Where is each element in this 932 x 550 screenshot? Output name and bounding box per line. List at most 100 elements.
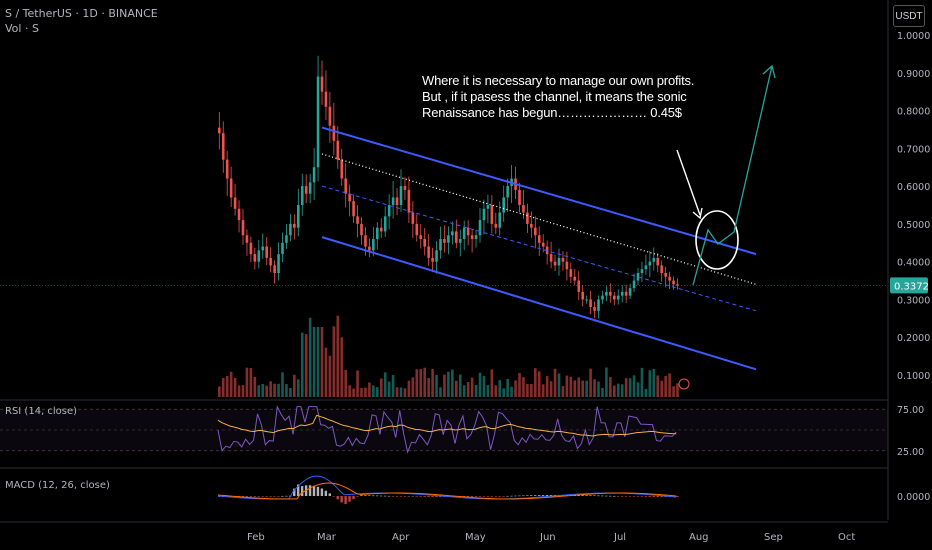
- volume-bar: [632, 375, 636, 397]
- macd-histogram-bar: [632, 496, 636, 497]
- volume-bar: [265, 385, 268, 397]
- rsi-line: [217, 404, 677, 454]
- candle-body: [348, 193, 351, 202]
- time-tick-label: Aug: [689, 532, 709, 543]
- candle-body: [407, 189, 411, 213]
- volume-bar: [613, 385, 616, 397]
- volume-bar: [340, 337, 344, 397]
- volume-bar: [644, 388, 648, 397]
- macd-histogram-bar: [328, 493, 331, 496]
- macd-histogram-bar: [466, 496, 470, 497]
- currency-button[interactable]: USDT: [893, 5, 925, 27]
- macd-histogram-bar: [526, 495, 529, 497]
- rsi-ma-line: [217, 414, 677, 437]
- macd-histogram-bar: [273, 496, 276, 497]
- volume-bar: [387, 381, 391, 397]
- candle-body: [534, 227, 537, 236]
- target-arrowhead: [762, 64, 776, 79]
- macd-histogram-bar: [411, 496, 414, 497]
- candle-body: [241, 220, 245, 236]
- macd-histogram-bar: [376, 495, 379, 497]
- candle-body: [336, 140, 340, 160]
- time-tick-label: Jun: [539, 532, 556, 543]
- volume-bar: [549, 381, 553, 397]
- candle-body: [609, 291, 612, 296]
- macd-pane: MACD (12, 26, close) 0.0000: [0, 467, 930, 504]
- candle-body: [447, 235, 450, 243]
- candle-body: [399, 186, 403, 205]
- macd-histogram-bar: [486, 496, 489, 497]
- candle-body: [233, 197, 237, 209]
- volume-bar: [474, 384, 478, 397]
- symbol-title[interactable]: S / TetherUS · 1D · BINANCE: [5, 7, 158, 20]
- volume-bar: [553, 368, 557, 397]
- macd-histogram-bar: [308, 485, 312, 496]
- channel-midline: [321, 185, 757, 312]
- volume-bar: [277, 383, 280, 397]
- candle-body: [526, 212, 529, 224]
- candle-body: [644, 265, 648, 270]
- candle-body: [478, 220, 482, 236]
- volume-bar: [332, 326, 336, 397]
- candle-body: [443, 239, 446, 243]
- volume-bar: [316, 327, 320, 397]
- volume-bar: [368, 382, 371, 397]
- volume-bar: [221, 377, 225, 397]
- candle-body: [636, 273, 640, 281]
- volume-bar: [640, 367, 644, 397]
- macd-histogram-bar: [344, 496, 347, 504]
- volume-bar: [502, 388, 505, 397]
- candle-body: [652, 257, 656, 262]
- target-arrow: [692, 65, 773, 286]
- volume-bar: [360, 387, 363, 397]
- candle-body: [541, 242, 545, 247]
- candle-body: [312, 167, 316, 183]
- volume-bar: [289, 387, 292, 397]
- volume-bar: [297, 379, 300, 397]
- volume-bar: [672, 386, 675, 397]
- candle-body: [664, 273, 667, 277]
- volume-bar: [320, 327, 324, 397]
- volume-bar: [427, 378, 430, 397]
- macd-histogram-bar: [332, 496, 335, 497]
- trend-lines: [321, 64, 776, 390]
- candle-body: [482, 208, 486, 221]
- volume-bar: [668, 373, 671, 397]
- candle-body: [391, 197, 395, 205]
- time-tick-label: May: [465, 532, 486, 543]
- candle-body: [589, 299, 592, 307]
- candle-body: [427, 246, 430, 258]
- candle-body: [530, 223, 533, 228]
- macd-histogram-bar: [628, 496, 632, 497]
- macd-histogram-bar: [439, 496, 442, 497]
- macd-histogram-bar: [494, 496, 497, 497]
- macd-histogram-bar: [285, 495, 288, 497]
- volume-bar: [273, 383, 276, 397]
- volume-bar: [225, 376, 229, 397]
- volume-bar: [577, 377, 581, 397]
- volume-bar: [545, 376, 549, 397]
- volume-bars: [218, 315, 679, 397]
- rsi-title: RSI (14, close): [5, 406, 77, 417]
- candle-body: [557, 257, 561, 266]
- volume-bar: [636, 382, 640, 397]
- macd-histogram-bar: [478, 496, 482, 497]
- volume-bar: [304, 334, 308, 397]
- candle-body: [379, 227, 383, 232]
- volume-bar: [616, 383, 620, 397]
- macd-histogram-bar: [605, 495, 608, 497]
- volume-legend[interactable]: Vol · S: [5, 22, 39, 35]
- macd-histogram-bar: [530, 495, 533, 496]
- macd-histogram-bar: [241, 496, 245, 497]
- candle-body: [462, 227, 466, 239]
- price-axis: 1.0000 0.9000 0.8000 0.7000 0.6000 0.5000 0.40…: [0, 0, 930, 520]
- macd-histogram-bar: [245, 496, 249, 497]
- macd-histogram-bar: [522, 495, 525, 497]
- rsi-pane: RSI (14, close) 75.00 25.00: [0, 399, 924, 458]
- macd-histogram-bar: [300, 486, 304, 496]
- candle-body: [423, 239, 426, 247]
- macd-title: MACD (12, 26, close): [5, 480, 110, 491]
- macd-histogram-bar: [368, 495, 371, 496]
- candle-body: [308, 182, 312, 194]
